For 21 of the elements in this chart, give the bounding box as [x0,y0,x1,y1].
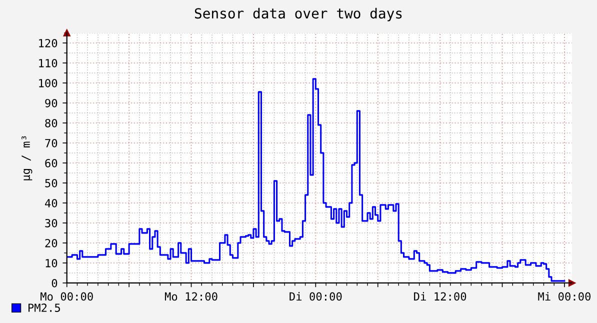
y-tick-label: 10 [46,258,58,268]
y-tick-label: 40 [45,198,58,208]
y-tick-label: 80 [45,118,58,128]
y-tick-label: 90 [45,98,58,108]
x-tick-label: Di 00:00 [290,292,342,301]
x-tick-label: Mo 00:00 [40,292,93,301]
y-axis-title: µg / m³ [22,136,32,180]
x-tick-label: Mi 00:00 [538,292,590,301]
y-tick-label: 110 [39,58,58,68]
y-tick-label: 0 [52,278,58,288]
y-tick-label: 100 [39,78,58,88]
y-tick-label: 60 [45,158,58,168]
y-tick-label: 70 [45,138,58,148]
chart-title: Sensor data over two days [194,8,402,22]
y-tick-label: 120 [39,38,58,48]
y-tick-label: 30 [45,218,58,228]
x-tick-label: Mo 12:00 [164,292,218,301]
y-tick-label: 50 [45,178,58,188]
x-tick-label: Di 12:00 [414,292,466,301]
y-tick-label: 20 [45,238,58,248]
legend-label: PM2.5 [28,304,60,312]
